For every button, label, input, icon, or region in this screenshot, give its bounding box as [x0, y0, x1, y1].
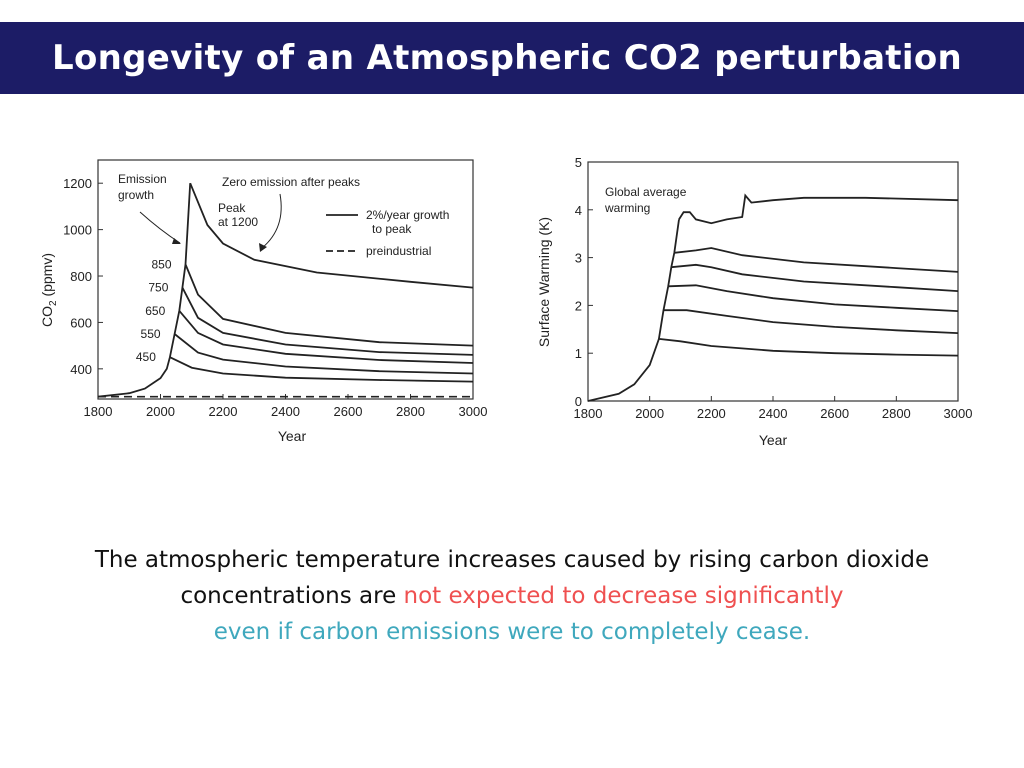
co2-legend-solid-label-2: to peak [372, 222, 412, 236]
co2-series-label-450: 450 [136, 350, 156, 364]
warm-series-850 [674, 247, 959, 273]
co2-annotation-peak-value: at 1200 [218, 215, 258, 229]
co2-xtick-label: 2800 [396, 404, 425, 419]
co2-series-850 [184, 264, 474, 347]
warming-xlabel: Year [759, 432, 788, 448]
warm-series-550 [663, 309, 959, 334]
warm-ytick-label: 2 [575, 298, 582, 313]
warm-xtick-label: 2800 [882, 406, 911, 421]
warming-annotation: Global average [605, 185, 687, 199]
co2-ytick-label: 1000 [63, 223, 92, 238]
co2-legend-dashed-label: preindustrial [366, 244, 431, 258]
co2-series-label-750: 750 [148, 281, 168, 295]
co2-xtick-label: 3000 [459, 404, 488, 419]
slide-title: Longevity of an Atmospheric CO2 perturba… [52, 38, 962, 78]
co2-ytick-label: 600 [70, 315, 92, 330]
warming-annotation-2: warming [604, 201, 650, 215]
co2-ylabel: CO2 (ppmv) [39, 253, 59, 327]
warm-ytick-label: 0 [575, 394, 582, 409]
warm-ytick-label: 5 [575, 155, 582, 170]
co2-annotation-emission-growth-2: growth [118, 188, 154, 202]
warm-growth-line [587, 219, 680, 402]
co2-series-label-650: 650 [145, 304, 165, 318]
title-bar: Longevity of an Atmospheric CO2 perturba… [0, 22, 1024, 94]
warm-xtick-label: 2000 [635, 406, 664, 421]
caption-highlight-red: not expected to decrease significantly [403, 583, 844, 609]
co2-ytick-label: 800 [70, 269, 92, 284]
co2-arrow-zero [261, 193, 282, 249]
co2-series-450 [169, 356, 474, 383]
co2-xtick-label: 2200 [209, 404, 238, 419]
co2-series-650 [178, 310, 474, 364]
co2-annotation-zero-emission: Zero emission after peaks [222, 175, 360, 189]
co2-xlabel: Year [278, 428, 307, 444]
co2-xtick-label: 2400 [271, 404, 300, 419]
co2-series-1200 [189, 182, 474, 289]
warm-ytick-label: 1 [575, 346, 582, 361]
warm-series-650 [668, 284, 959, 312]
caption-text: The atmospheric temperature increases ca… [94, 547, 930, 609]
warm-xtick-label: 2400 [759, 406, 788, 421]
co2-annotation-emission-growth: Emission [118, 172, 167, 186]
warm-xtick-label: 2600 [820, 406, 849, 421]
co2-xtick-label: 2600 [334, 404, 363, 419]
warm-xtick-label: 3000 [944, 406, 973, 421]
warming-ylabel: Surface Warming (K) [536, 217, 552, 347]
co2-series-550 [174, 333, 474, 375]
warm-series-1200 [678, 193, 959, 225]
warm-xtick-label: 2200 [697, 406, 726, 421]
warm-series-450 [658, 338, 959, 357]
co2-xtick-label: 1800 [84, 404, 113, 419]
warm-ytick-label: 3 [575, 251, 582, 266]
co2-xtick-label: 2000 [146, 404, 175, 419]
warm-ytick-label: 4 [575, 203, 582, 218]
co2-arrowhead-zero [259, 243, 267, 252]
co2-annotation-peak: Peak [218, 201, 246, 215]
co2-series-750 [181, 287, 474, 356]
co2-legend-solid-label: 2%/year growth [366, 208, 449, 222]
slide-caption: The atmospheric temperature increases ca… [60, 542, 964, 650]
warm-series-750 [671, 263, 959, 292]
warm-xtick-label: 1800 [574, 406, 603, 421]
co2-arrowhead-emission [172, 238, 181, 244]
caption-highlight-teal: even if carbon emissions were to complet… [213, 619, 811, 645]
co2-series-label-850: 850 [151, 257, 171, 271]
co2-ytick-label: 400 [70, 362, 92, 377]
co2-series-label-550: 550 [141, 327, 161, 341]
co2-ytick-label: 1200 [63, 176, 92, 191]
